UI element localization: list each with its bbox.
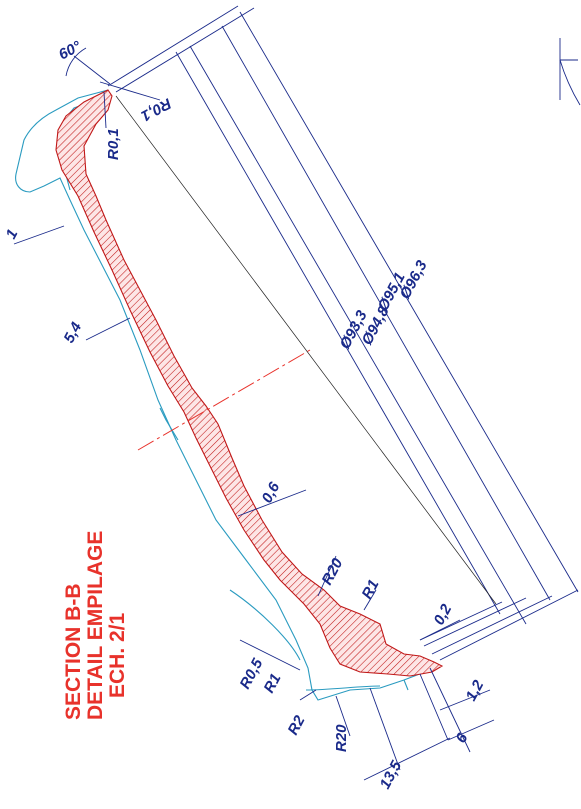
height-13-5-label: 13,5	[377, 758, 406, 792]
radius-r1-upper-label: R1	[359, 577, 383, 602]
radius-r20-lower-label: R20	[333, 724, 350, 752]
thickness-0-6-label: 0,6	[259, 479, 284, 506]
radius-r20-upper-label: R20	[319, 555, 347, 588]
height-6-label: 6	[453, 730, 472, 746]
thickness-5-4-label: 5,4	[61, 319, 86, 346]
hatched-section	[55, 89, 444, 677]
title-line-3: ECH. 2/1	[106, 612, 129, 698]
title-line-2: DETAIL EMPILAGE	[84, 531, 107, 720]
center-axis	[137, 349, 311, 451]
section-title: SECTION B-B DETAIL EMPILAGE ECH. 2/1	[62, 531, 129, 720]
thickness-1-label: 1	[3, 227, 22, 242]
radius-r1-lower-label: R1	[261, 671, 285, 696]
title-line-1: SECTION B-B	[62, 584, 85, 721]
radius-r01-left-label: R0,1	[105, 128, 122, 160]
dimension-lines	[13, 5, 581, 781]
angle-60-label: 60°	[56, 37, 85, 63]
radius-r2-label: R2	[285, 712, 309, 737]
